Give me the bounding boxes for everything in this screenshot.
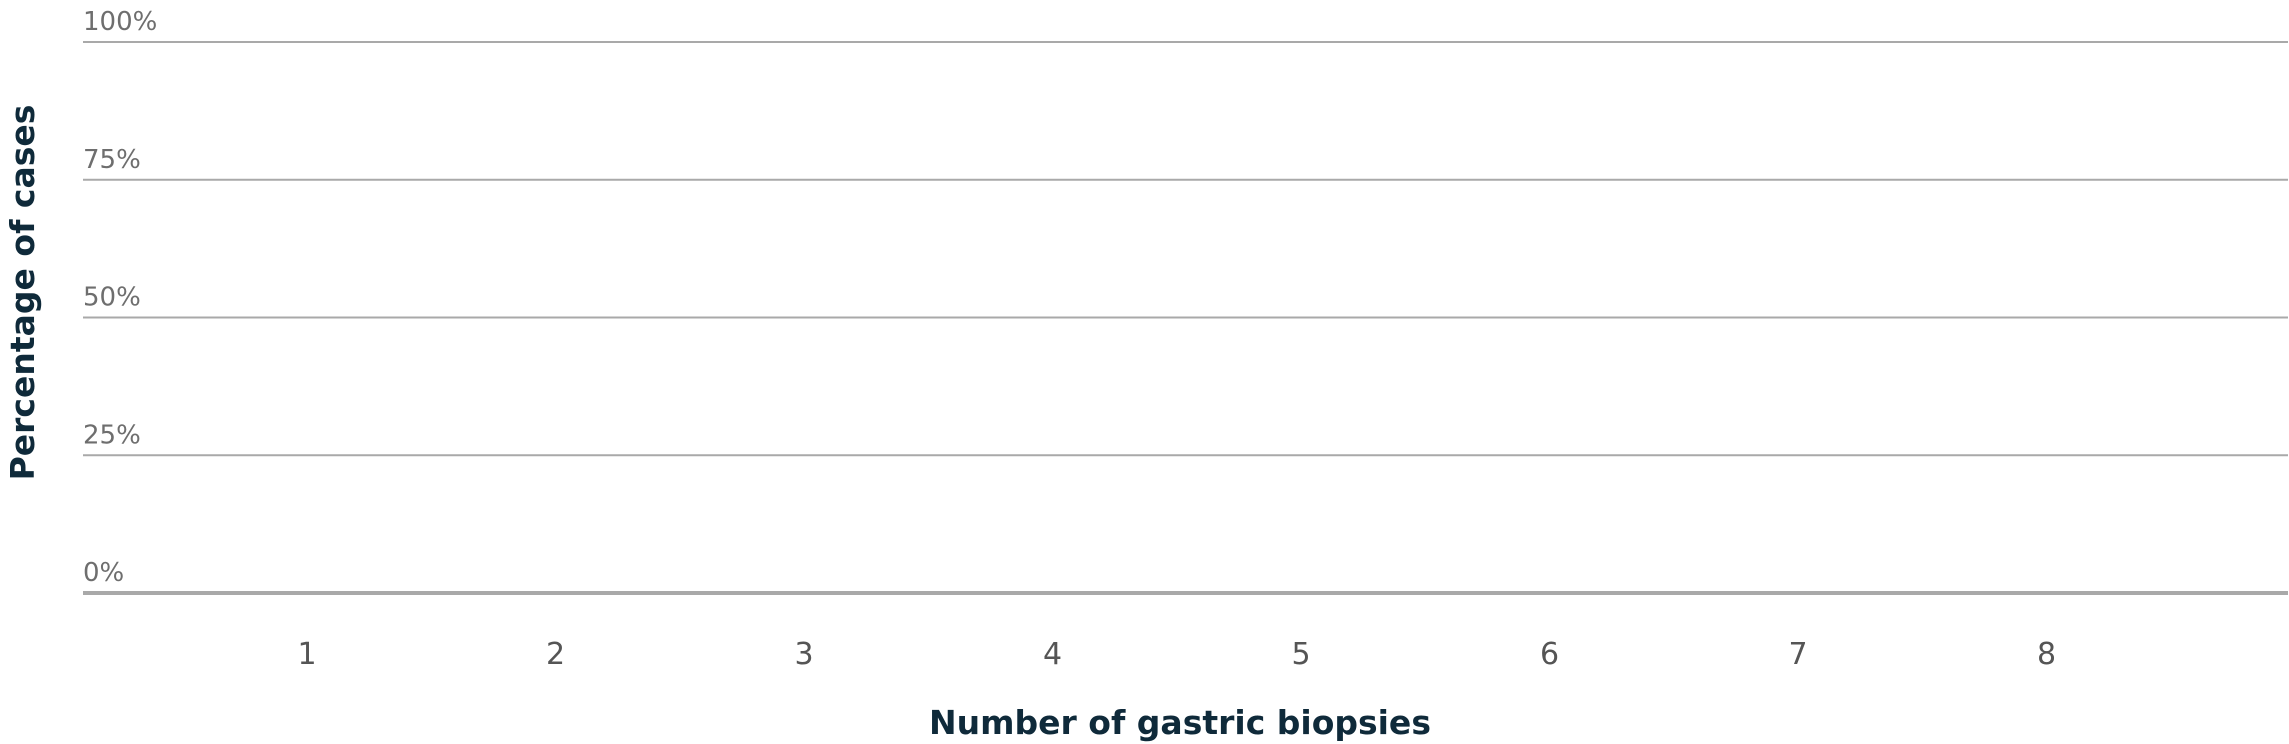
y-axis-ticks: 100% 75% 50% 25% 0% [83, 7, 157, 588]
x-tick-label: 7 [1788, 637, 1807, 672]
x-tick-label: 8 [2037, 637, 2056, 672]
x-tick-label: 2 [546, 637, 565, 672]
y-tick-label: 50% [83, 283, 141, 313]
x-tick-label: 3 [794, 637, 813, 672]
x-axis-title: Number of gastric biopsies [929, 703, 1431, 742]
x-tick-label: 1 [297, 637, 316, 672]
x-tick-label: 4 [1043, 637, 1062, 672]
x-tick-label: 6 [1540, 637, 1559, 672]
x-tick-label: 5 [1291, 637, 1310, 672]
x-axis-ticks: 1 2 3 4 5 6 7 8 [297, 637, 2056, 672]
gridlines [83, 41, 2288, 457]
y-tick-label: 0% [83, 558, 124, 588]
y-tick-label: 100% [83, 7, 157, 37]
y-axis-title: Percentage of cases [3, 105, 42, 481]
y-tick-label: 75% [83, 145, 141, 175]
y-tick-label: 25% [83, 420, 141, 450]
